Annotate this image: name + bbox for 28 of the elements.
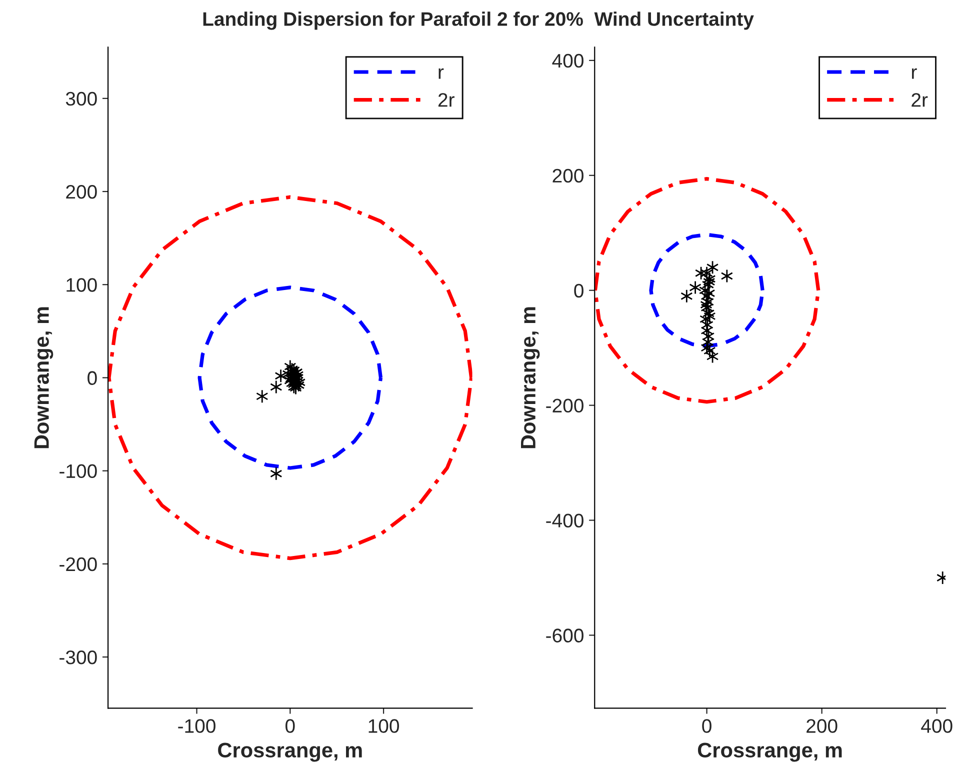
x-tick-label: 400 [921, 719, 952, 733]
y-tick-label: 400 [552, 54, 584, 68]
y-tick-label: 300 [66, 92, 97, 106]
y-tick-label: -600 [546, 628, 584, 642]
annotation: r [438, 68, 444, 79]
y-tick-label: -200 [60, 557, 97, 572]
y-axis-title: Downrange, m [521, 307, 540, 448]
y-tick-label: 200 [552, 168, 584, 183]
x-axis-title: Crossrange, m [698, 742, 842, 762]
annotation: 2r [912, 93, 928, 107]
y-tick-label: -100 [60, 464, 97, 478]
x-axis-title: Crossrange, m [218, 742, 362, 762]
x-tick-label: 0 [286, 719, 295, 733]
y-tick-label: 200 [66, 184, 97, 199]
annotation: 2r [438, 93, 454, 107]
y-tick-label: -300 [60, 650, 97, 664]
x-tick-label: -100 [178, 719, 216, 733]
chart-title: Landing Dispersion for Parafoil 2 for 20% Wind Uncertainty [203, 12, 754, 30]
annotation: r [912, 68, 917, 79]
y-tick-label: 0 [88, 371, 97, 385]
x-tick-label: 100 [368, 719, 399, 733]
y-axis-title: Downrange, m [34, 307, 54, 448]
y-tick-label: 0 [574, 284, 584, 298]
y-tick-label: -400 [546, 514, 584, 528]
y-tick-label: 100 [66, 278, 97, 292]
x-tick-label: 200 [806, 719, 838, 733]
y-tick-label: -200 [546, 398, 584, 413]
x-tick-label: 0 [702, 719, 712, 733]
